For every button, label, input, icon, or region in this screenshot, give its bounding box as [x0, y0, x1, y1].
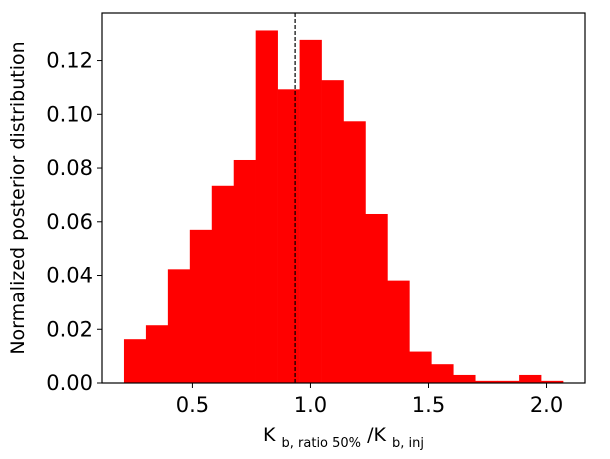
x-axis-label-sub1: b, ratio 50%: [282, 436, 362, 451]
histogram-bar: [541, 380, 564, 383]
x-tick-label: 1.0: [294, 393, 327, 417]
y-tick-label: 0.00: [46, 371, 93, 395]
x-axis-label-sep: /K: [367, 424, 386, 446]
histogram-bar: [277, 89, 300, 383]
histogram-bars: [123, 30, 564, 384]
y-tick-label: 0.02: [46, 317, 93, 341]
histogram-bar: [365, 213, 388, 383]
histogram-bar: [123, 339, 147, 383]
histogram-bar: [321, 80, 344, 383]
histogram-bar: [409, 351, 432, 383]
x-axis-label-main: K: [263, 424, 276, 446]
x-axis-ticks: 0.5 1.0 1.5 2.0: [176, 383, 563, 417]
x-axis-label-sub2: b, inj: [392, 436, 424, 451]
y-axis-label: Normalized posterior distribution: [7, 41, 29, 354]
y-tick-label: 0.12: [46, 49, 93, 73]
x-axis-label: K b, ratio 50% /K b, inj: [263, 424, 424, 452]
y-tick-label: 0.08: [46, 156, 93, 180]
histogram-bar: [255, 30, 278, 383]
y-tick-label: 0.04: [46, 264, 93, 288]
histogram-bar: [233, 159, 256, 383]
x-tick-label: 2.0: [530, 393, 563, 417]
y-axis-ticks: 0.00 0.02 0.04 0.06 0.08 0.10 0.12: [46, 49, 102, 395]
histogram-bar: [431, 364, 454, 383]
y-tick-label: 0.06: [46, 210, 93, 234]
histogram-bar: [475, 380, 498, 383]
plot-frame: [101, 12, 586, 384]
y-tick-label: 0.10: [46, 102, 93, 126]
histogram-bar: [299, 39, 322, 384]
histogram-bar: [497, 380, 520, 383]
histogram-bar: [453, 374, 476, 383]
histogram-bar: [519, 374, 542, 383]
histogram-bar: [343, 121, 366, 383]
histogram-bar: [167, 269, 191, 383]
x-tick-label: 1.5: [412, 393, 445, 417]
x-tick-label: 0.5: [176, 393, 209, 417]
histogram-bar: [211, 185, 235, 383]
histogram-bar: [145, 325, 169, 383]
histogram-bar: [189, 229, 213, 383]
histogram-bar: [387, 280, 410, 383]
